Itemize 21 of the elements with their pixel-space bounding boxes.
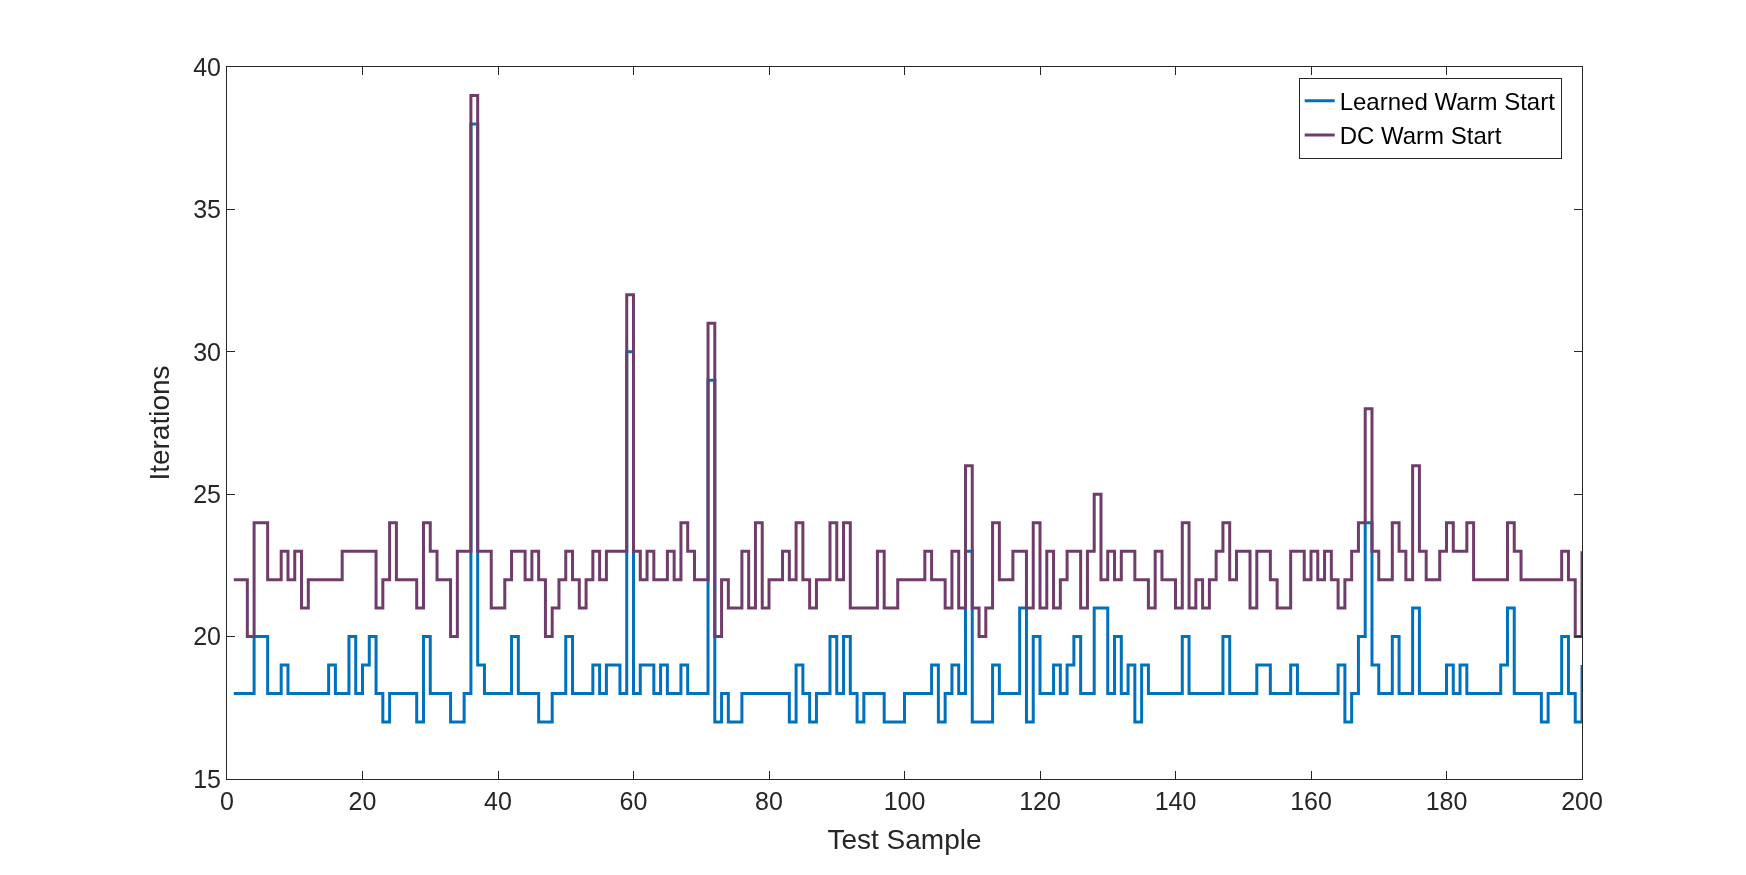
x-tick-label: 0 — [220, 787, 234, 815]
y-tick-label: 20 — [193, 622, 221, 651]
y-axis-title: Iterations — [143, 365, 175, 481]
x-axis-title: Test Sample — [827, 824, 982, 856]
x-tick-label: 180 — [1425, 787, 1468, 815]
y-tick-label: 15 — [193, 764, 221, 793]
y-tick-label: 40 — [193, 52, 221, 81]
x-tick-label: 80 — [755, 787, 783, 815]
x-tick-label: 200 — [1561, 787, 1603, 815]
x-tick-label: 160 — [1290, 787, 1332, 815]
x-tick-label: 40 — [484, 787, 512, 815]
x-tick-label: 60 — [619, 787, 648, 815]
y-tick-label: 35 — [193, 195, 221, 224]
x-tick-label: 20 — [348, 787, 377, 815]
x-tick-label: 120 — [1019, 787, 1061, 815]
y-tick-label: 30 — [193, 337, 221, 366]
legend-label: DC Warm Start — [1339, 122, 1502, 150]
legend-label: Learned Warm Start — [1339, 88, 1556, 116]
x-tick-label: 100 — [883, 787, 926, 815]
x-tick-label: 140 — [1154, 787, 1197, 815]
y-tick-label: 25 — [193, 479, 221, 508]
